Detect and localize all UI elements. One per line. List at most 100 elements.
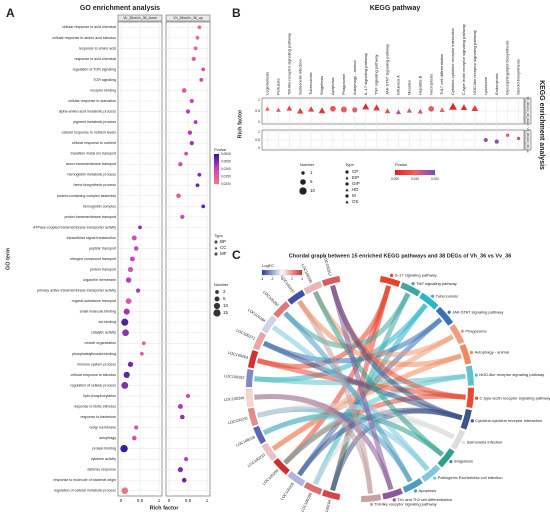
facet-strip (117, 14, 163, 22)
dot (318, 107, 326, 114)
gene-arc (261, 442, 277, 461)
y-tick-label: protein-containing complex assembly (57, 194, 116, 198)
y-tick-label: intracellular signal transduction (67, 236, 116, 240)
gene-arc (287, 289, 306, 305)
dot (265, 106, 270, 111)
y-tick-label: cellular response to starvation (68, 99, 116, 103)
legend-tick-label: 0.0200 (221, 182, 231, 186)
legend-label: CC (220, 245, 227, 250)
x-tick-label: JAK-STAT signaling pathway (385, 44, 390, 95)
dot (125, 298, 132, 305)
y-tick-label: Golgi membrane (89, 425, 116, 429)
dot (177, 404, 183, 409)
y-tick-label: 0.5 (255, 138, 260, 142)
x-tick-label: Cytokine-cytokine receptor interaction (450, 28, 455, 95)
facet-strip (165, 14, 211, 22)
gene-arc (253, 425, 267, 445)
dot (180, 214, 185, 219)
gene-label: LOC100271 (235, 329, 255, 341)
chord-link (283, 311, 413, 483)
dot (406, 107, 412, 113)
legend-label: GIP (352, 181, 360, 186)
x-tick-label: Endocytosis (494, 73, 499, 95)
y-tick-label: cellular response to acid chemical (62, 25, 116, 29)
y-tick-label: ion binding (99, 320, 116, 324)
y-tick-label: 0.5 (255, 109, 260, 113)
colorbar (395, 170, 435, 175)
y-tick-label: response to amino acid (79, 46, 116, 50)
dot (195, 35, 200, 40)
gene-arc (247, 407, 259, 427)
y-tick-label: regulation of TOR signaling (73, 67, 116, 71)
chord-link (330, 284, 394, 491)
dot (384, 108, 391, 114)
x-axis-label: Rich factor (150, 505, 180, 511)
dot (191, 56, 196, 61)
gene-label: LOC100194 (323, 500, 332, 512)
pathway-label: Pathogenic Escherichia coli infection (438, 475, 503, 480)
pathway-label: JAK-STAT signaling pathway (452, 309, 503, 314)
y-tick-label: regulation of cellular process (70, 383, 116, 387)
y-tick-label: 0 (258, 146, 260, 150)
legend-dot (469, 350, 474, 355)
dot (395, 109, 402, 115)
legend-size (213, 302, 221, 310)
facet-label: Vh_36vsVv_36_up (526, 127, 530, 153)
y-tick-label: protein binding (92, 447, 116, 451)
legend-title: Number (214, 282, 229, 287)
dot (138, 225, 142, 230)
legend-tick-label: 0.010 (411, 177, 419, 181)
dot (121, 318, 129, 326)
x-tick-label: Pertussis (275, 79, 280, 95)
legend-title: Type (345, 162, 354, 167)
legend-size (301, 171, 305, 175)
legend-tick-label: -2 (271, 277, 274, 281)
x-tick-label: 0 (168, 498, 171, 503)
gene-label: LOC100231 (228, 416, 249, 425)
legend-swatch (345, 182, 349, 186)
y-tick-label: cellular response to amino acid stimulus (52, 36, 116, 40)
legend-swatch (214, 240, 218, 244)
dot (180, 414, 185, 420)
legend-tick-label: 0.000 (391, 177, 399, 181)
legend-tick-label: 4 (301, 277, 303, 281)
gene-arc (253, 331, 267, 351)
facet-strip (524, 129, 532, 151)
y-tick-label: cellular response to stimulus (71, 373, 117, 377)
legend-tick-label: 0.0000 (221, 152, 231, 156)
chart-title: KEGG pathway (370, 5, 421, 12)
dot (197, 172, 202, 177)
colorbar (261, 269, 303, 276)
x-tick-label: 0.5 (185, 498, 192, 503)
dot (122, 329, 129, 337)
gene-arc (245, 369, 254, 388)
y-axis-label: GO term (5, 248, 11, 270)
x-tick-label: Toll-like receptor signaling pathway (286, 33, 291, 95)
y-tick-label: response to biotic stimulus (74, 404, 117, 408)
legend-label: 10 (310, 188, 316, 193)
dot (276, 107, 281, 112)
dot (127, 266, 134, 273)
legend-label: CP (352, 169, 358, 174)
gene-arc (303, 281, 323, 295)
dot (286, 105, 293, 111)
legend-label: 10 (223, 303, 229, 308)
dot (133, 246, 139, 251)
y-tick-label: 0 (258, 120, 260, 124)
dot (197, 25, 202, 30)
pathway-arc (465, 365, 474, 386)
dot (181, 477, 187, 483)
y-axis-label: Rich factor (237, 109, 243, 139)
y-tick-label: autophagy (99, 436, 116, 440)
side-title: KEGG enrichment analysis (538, 80, 545, 170)
dot (201, 204, 206, 209)
y-tick-label: proton transmembrane transport (64, 215, 116, 219)
dot (123, 371, 130, 378)
legend-label: M (352, 193, 356, 198)
dot (505, 133, 510, 137)
y-tick-label: peptide transport (89, 246, 116, 250)
y-tick-label: 1 (258, 98, 260, 102)
pathway-label: Phagosome (465, 328, 487, 333)
x-tick-label: Th17 cell differentiation (439, 54, 444, 95)
gene-arc (321, 489, 341, 501)
